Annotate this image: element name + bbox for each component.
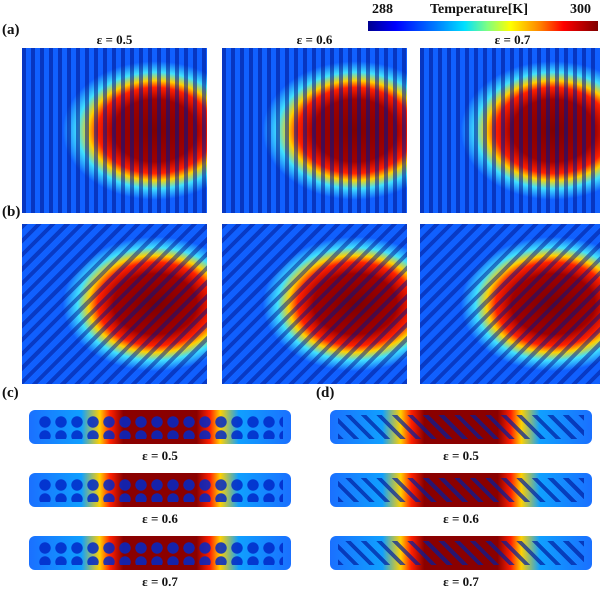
panel-label-b: (b) — [2, 204, 21, 220]
colorbar — [368, 21, 598, 31]
caption-c-1: ε = 0.5 — [142, 448, 178, 463]
heatmap-c-1 — [29, 410, 291, 444]
heatmap-d-1 — [330, 410, 592, 444]
panel-label-c: (c) — [2, 385, 19, 401]
panel-label-a: (a) — [2, 22, 20, 38]
heatmap-b-1 — [22, 224, 207, 384]
heatmap-c-3 — [29, 536, 291, 570]
heatmap-a-3 — [420, 48, 600, 213]
caption-d-3: ε = 0.7 — [443, 574, 479, 589]
heatmap-b-3 — [420, 224, 600, 384]
heatmap-d-3 — [330, 536, 592, 570]
title-a-2: ε = 0.6 — [296, 32, 333, 47]
heatmap-a-2 — [222, 48, 407, 213]
colorbar-max: 300 — [570, 2, 591, 17]
colorbar-min: 288 — [372, 2, 393, 17]
caption-d-2: ε = 0.6 — [443, 511, 479, 526]
heatmap-c-2 — [29, 473, 291, 507]
heatmap-d-2 — [330, 473, 592, 507]
colorbar-label: Temperature[K] — [430, 2, 528, 17]
caption-d-1: ε = 0.5 — [443, 448, 479, 463]
panel-label-d: (d) — [316, 385, 335, 401]
title-a-3: ε = 0.7 — [494, 32, 531, 47]
heatmap-a-1 — [22, 48, 207, 213]
caption-c-2: ε = 0.6 — [142, 511, 178, 526]
title-a-1: ε = 0.5 — [96, 32, 133, 47]
heatmap-b-2 — [222, 224, 407, 384]
caption-c-3: ε = 0.7 — [142, 574, 178, 589]
